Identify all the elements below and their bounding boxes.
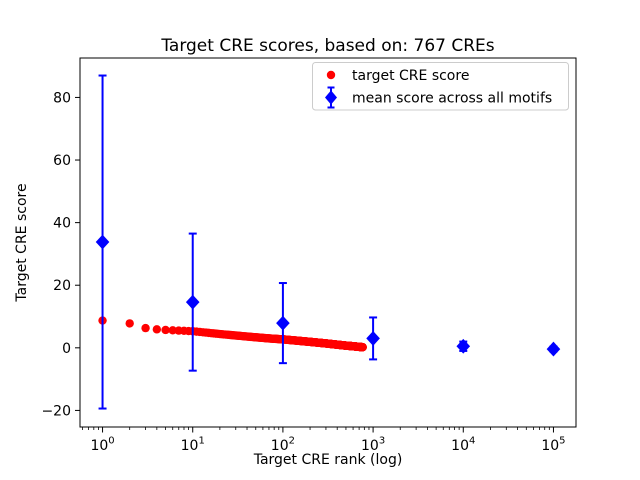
target-score-point [125, 319, 134, 328]
legend-label-target-score: target CRE score [352, 68, 469, 84]
y-tick-label: 20 [53, 278, 71, 294]
mean-score-marker [366, 331, 380, 346]
plot-area [80, 58, 576, 427]
chart-title: Target CRE scores, based on: 767 CREs [160, 36, 494, 56]
y-tick-label: 80 [53, 90, 71, 106]
target-score-point [161, 325, 170, 335]
x-tick-label: 105 [541, 436, 565, 455]
mean-score-marker [95, 234, 110, 250]
x-tick-label: 100 [90, 436, 114, 455]
x-tick-label: 101 [181, 436, 205, 455]
mean-score-marker [276, 315, 290, 331]
x-tick-label: 104 [451, 436, 475, 455]
legend-mean-score-marker-icon [325, 86, 337, 109]
axes-frame [79, 57, 577, 428]
y-tick-label: −20 [41, 403, 71, 419]
mean-score-marker [456, 338, 471, 354]
y-tick-label: 0 [62, 341, 71, 357]
target-score-point [141, 323, 150, 333]
mean-score-marker [185, 294, 200, 310]
legend-target-score-marker-icon [326, 70, 336, 80]
x-tick-label: 102 [271, 436, 295, 455]
legend: target CRE score mean score across all m… [312, 62, 569, 111]
legend-box [312, 62, 569, 111]
mean-score-series [95, 74, 561, 410]
y-axis-label: Target CRE score [14, 183, 30, 302]
x-axis-label: Target CRE rank (log) [253, 452, 403, 468]
target-score-point [152, 325, 162, 334]
y-tick-label: 60 [53, 153, 71, 169]
target-score-point [358, 342, 367, 352]
target-score-point [168, 326, 177, 335]
axis-tick-labels: −20 0 20 40 60 80 100 101 102 103 104 105 [41, 90, 565, 454]
legend-label-mean-score: mean score across all motifs [352, 91, 552, 107]
y-tick-label: 40 [53, 216, 71, 232]
x-tick-label: 103 [361, 436, 385, 455]
mean-score-marker [546, 341, 561, 357]
